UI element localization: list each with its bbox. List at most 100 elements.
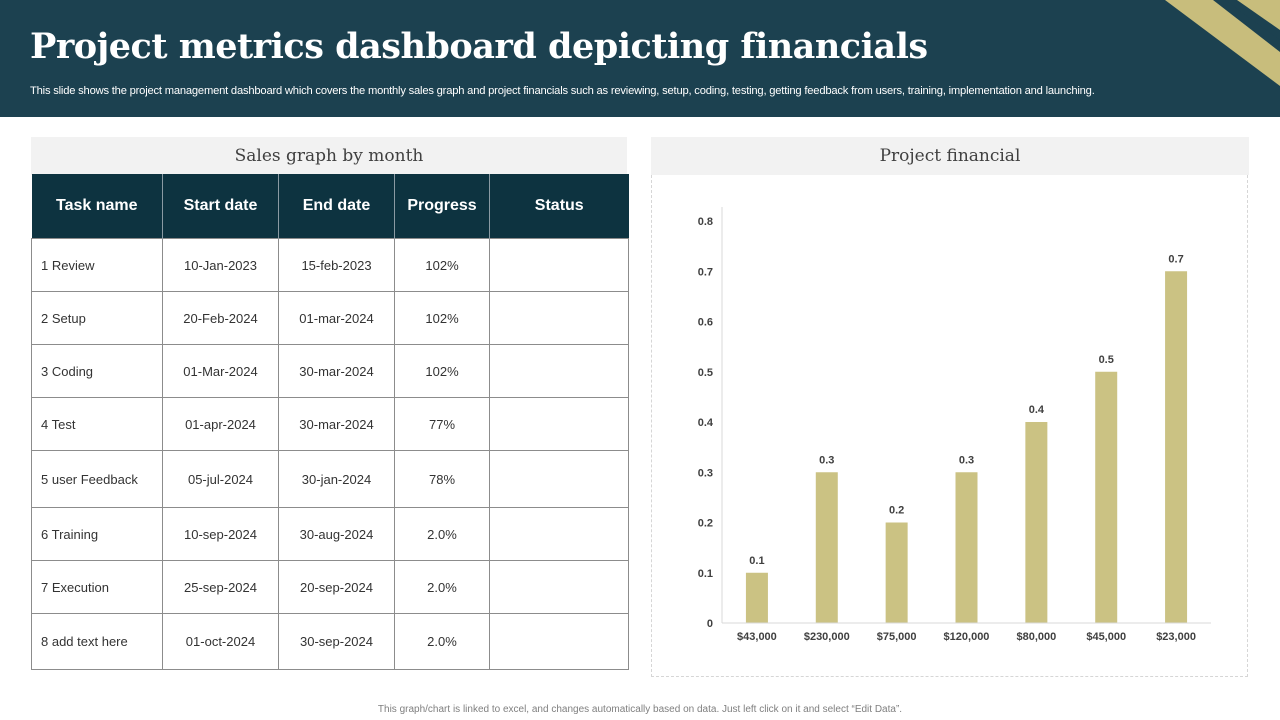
table-row: 2 Setup 20-Feb-2024 01-mar-2024 102% (31, 291, 629, 345)
end-date-cell: 30-aug-2024 (278, 507, 395, 561)
status-cell (489, 613, 629, 670)
y-axis: 0 0.1 0.2 0.3 0.4 0.5 0.6 0.7 0.8 (698, 207, 723, 630)
table-row: 8 add text here 01-oct-2024 30-sep-2024 … (31, 613, 629, 670)
x-tick-label: $43,000 (737, 631, 777, 643)
corner-triangle (1237, 0, 1280, 30)
table-row: 4 Test 01-apr-2024 30-mar-2024 77% (31, 397, 629, 451)
task-name-cell: 6 Training (31, 507, 163, 561)
status-cell (489, 560, 629, 614)
table-row: 3 Coding 01-Mar-2024 30-mar-2024 102% (31, 344, 629, 398)
progress-cell: 78% (394, 450, 490, 508)
task-name-cell: 4 Test (31, 397, 163, 451)
column-header-task: Task name (31, 174, 163, 239)
footer-note: This graph/chart is linked to excel, and… (377, 704, 903, 715)
sales-graph-heading: Sales graph by month (31, 137, 627, 175)
data-label: 0.5 (1099, 354, 1114, 366)
progress-cell: 2.0% (394, 507, 490, 561)
data-label: 0.4 (1029, 404, 1045, 416)
bar (885, 522, 908, 623)
status-cell (489, 291, 629, 345)
start-date-cell: 01-oct-2024 (162, 613, 279, 670)
progress-cell: 77% (394, 397, 490, 451)
table-row: 5 user Feedback 05-jul-2024 30-jan-2024 … (31, 450, 629, 508)
start-date-cell: 10-sep-2024 (162, 507, 279, 561)
y-tick-label: 0.6 (698, 317, 713, 329)
y-tick-label: 0.3 (698, 467, 713, 479)
status-cell (489, 397, 629, 451)
x-tick-label: $45,000 (1086, 631, 1126, 643)
end-date-cell: 20-sep-2024 (278, 560, 395, 614)
corner-stripe (1165, 0, 1280, 86)
column-header-status: Status (489, 174, 629, 239)
x-tick-label: $75,000 (877, 631, 917, 643)
table-row: 1 Review 10-Jan-2023 15-feb-2023 102% (31, 238, 629, 292)
y-tick-label: 0.4 (698, 417, 714, 429)
y-tick-label: 0.7 (698, 266, 713, 278)
corner-decoration (1165, 0, 1280, 86)
start-date-cell: 01-Mar-2024 (162, 344, 279, 398)
data-labels: 0.1 0.3 0.2 0.3 0.4 0.5 0.7 (749, 253, 1183, 567)
task-table: Task name Start date End date Progress S… (31, 174, 629, 670)
table-row: 6 Training 10-sep-2024 30-aug-2024 2.0% (31, 507, 629, 561)
task-name-cell: 1 Review (31, 238, 163, 292)
status-cell (489, 238, 629, 292)
chart-frame (651, 175, 1248, 677)
data-label: 0.2 (889, 505, 904, 517)
progress-cell: 2.0% (394, 613, 490, 670)
x-tick-label: $23,000 (1156, 631, 1196, 643)
bar-series (745, 271, 1188, 623)
end-date-cell: 30-mar-2024 (278, 397, 395, 451)
data-label: 0.3 (819, 454, 834, 466)
column-header-start: Start date (162, 174, 279, 239)
data-label: 0.3 (959, 454, 974, 466)
bar (1025, 422, 1048, 623)
progress-cell: 102% (394, 291, 490, 345)
slide-header: Project metrics dashboard depicting fina… (0, 0, 1280, 117)
status-cell (489, 344, 629, 398)
task-name-cell: 8 add text here (31, 613, 163, 670)
task-name-cell: 7 Execution (31, 560, 163, 614)
table-header-row: Task name Start date End date Progress S… (31, 174, 629, 239)
end-date-cell: 30-mar-2024 (278, 344, 395, 398)
data-label: 0.7 (1168, 253, 1183, 265)
bar (955, 472, 978, 623)
status-cell (489, 450, 629, 508)
page-subtitle: This slide shows the project management … (30, 85, 1095, 97)
start-date-cell: 05-jul-2024 (162, 450, 279, 508)
data-label: 0.1 (749, 555, 764, 567)
task-name-cell: 2 Setup (31, 291, 163, 345)
end-date-cell: 30-jan-2024 (278, 450, 395, 508)
end-date-cell: 01-mar-2024 (278, 291, 395, 345)
start-date-cell: 01-apr-2024 (162, 397, 279, 451)
bar (1165, 271, 1188, 623)
x-tick-label: $230,000 (804, 631, 850, 643)
bar (1095, 371, 1118, 623)
page-title: Project metrics dashboard depicting fina… (30, 26, 928, 67)
y-tick-label: 0 (707, 618, 713, 630)
start-date-cell: 10-Jan-2023 (162, 238, 279, 292)
y-tick-label: 0.1 (698, 568, 713, 580)
bar (815, 472, 838, 623)
task-name-cell: 3 Coding (31, 344, 163, 398)
column-header-end: End date (278, 174, 395, 239)
project-financial-chart: 00.10.20.30.40.50.60.70.8 0.10.30.20.30.… (698, 207, 1211, 643)
table-row: 7 Execution 25-sep-2024 20-sep-2024 2.0% (31, 560, 629, 614)
start-date-cell: 20-Feb-2024 (162, 291, 279, 345)
y-tick-label: 0.8 (698, 216, 713, 228)
x-tick-label: $80,000 (1016, 631, 1056, 643)
end-date-cell: 15-feb-2023 (278, 238, 395, 292)
progress-cell: 102% (394, 344, 490, 398)
column-header-progress: Progress (394, 174, 490, 239)
project-financial-heading: Project financial (651, 137, 1249, 175)
end-date-cell: 30-sep-2024 (278, 613, 395, 670)
y-tick-label: 0.2 (698, 518, 713, 530)
status-cell (489, 507, 629, 561)
start-date-cell: 25-sep-2024 (162, 560, 279, 614)
progress-cell: 102% (394, 238, 490, 292)
bar (745, 572, 768, 623)
progress-cell: 2.0% (394, 560, 490, 614)
x-tick-label: $120,000 (944, 631, 990, 643)
x-axis: $43,000 $230,000 $75,000 $120,000 $80,000 $45… (722, 622, 1211, 643)
y-tick-label: 0.5 (698, 367, 713, 379)
task-name-cell: 5 user Feedback (31, 450, 163, 508)
